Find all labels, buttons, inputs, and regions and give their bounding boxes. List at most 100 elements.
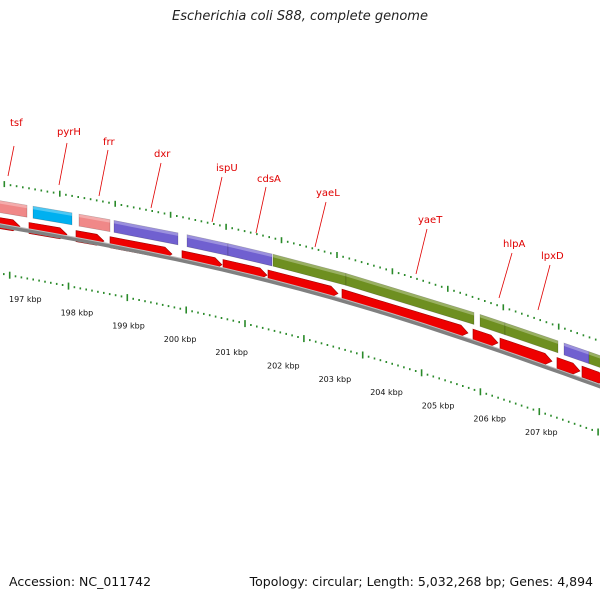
top-tick (274, 237, 277, 240)
bottom-tick (150, 301, 152, 304)
bottom-tick (85, 288, 87, 291)
bottom-tick (367, 355, 370, 358)
bottom-tick (450, 381, 452, 384)
gene-leader-line (7, 145, 15, 177)
cog-bar-hlpA (504, 322, 559, 354)
bottom-tick (285, 332, 287, 335)
bottom-tick (309, 339, 311, 342)
bottom-tick (426, 373, 429, 376)
bottom-tick (332, 345, 335, 348)
cog-bar-shine (33, 206, 72, 216)
bottom-tick (138, 299, 140, 301)
top-tick (342, 255, 344, 258)
top-tick (225, 223, 227, 230)
top-tick (9, 184, 12, 187)
bottom-tick (120, 295, 123, 298)
top-tick (391, 268, 394, 275)
scale-label: 201 kbp (215, 348, 248, 357)
cog-bar-pyrH (32, 205, 73, 226)
top-tick (95, 199, 98, 202)
bottom-tick (409, 368, 411, 371)
map-title: Escherichia coli S88, complete genome (172, 9, 428, 24)
bottom-tick (509, 400, 511, 403)
top-tick (59, 190, 61, 197)
bottom-tick (156, 302, 158, 305)
top-tick (206, 221, 209, 224)
top-tick (299, 244, 301, 246)
top-tick (311, 247, 314, 250)
bottom-tick (38, 279, 40, 282)
bottom-tick (573, 422, 576, 425)
bottom-tick (520, 404, 523, 407)
top-tick (477, 297, 480, 300)
gene-label-ispU: ispU (216, 163, 238, 174)
cog-bar-shine (0, 200, 27, 209)
bottom-tick (167, 305, 170, 308)
bottom-tick (73, 286, 76, 289)
gene-leader-line (150, 162, 162, 209)
cog-bar-shine (79, 214, 110, 223)
top-tick (132, 206, 135, 209)
bottom-tick (32, 278, 34, 281)
top-tick (323, 250, 326, 253)
scale-label: 206 kbp (473, 415, 506, 424)
bottom-tick (91, 289, 93, 292)
cog-bar-shine (228, 243, 272, 257)
top-tick (336, 252, 338, 258)
bottom-tick (114, 294, 117, 297)
bottom-tick (208, 314, 211, 317)
scale-label: 199 kbp (112, 322, 145, 331)
top-tick (15, 185, 18, 188)
bottom-tick (350, 350, 352, 353)
bottom-tick (462, 385, 464, 387)
top-tick-track (3, 181, 597, 341)
top-tick (200, 220, 203, 223)
bottom-tick (303, 335, 305, 343)
bottom-tick (562, 418, 564, 421)
bottom-tick (373, 357, 376, 360)
bottom-tick (214, 315, 217, 318)
cds-arrow (499, 337, 553, 365)
bottom-tick (544, 412, 546, 415)
top-tick (459, 291, 461, 294)
cog-bar-shine (187, 234, 228, 247)
top-tick (551, 323, 554, 326)
bottom-tick (185, 306, 187, 314)
bottom-tick (273, 329, 276, 332)
scale-label: 207 kbp (525, 428, 558, 437)
bottom-tick (8, 271, 11, 279)
bottom-tick (320, 342, 323, 345)
bottom-tick (144, 300, 146, 303)
bottom-tick (297, 336, 299, 338)
top-tick (231, 227, 233, 230)
top-tick (514, 310, 517, 313)
bottom-tick (67, 282, 70, 290)
top-tick (367, 262, 369, 265)
scale-label: 197 kbp (9, 295, 42, 304)
bottom-tick (538, 408, 541, 416)
top-tick (89, 198, 92, 201)
gene-leader-line (98, 149, 109, 197)
top-tick (496, 304, 498, 307)
scale-label: 202 kbp (267, 362, 300, 371)
bottom-tick (326, 344, 329, 346)
top-tick (249, 231, 252, 234)
cog-bar-yaeL (588, 351, 600, 368)
bottom-tick (14, 275, 17, 278)
top-tick (169, 211, 172, 218)
scale-label: 204 kbp (370, 388, 403, 397)
top-tick (28, 187, 30, 190)
bottom-tick (467, 386, 470, 389)
backbone-track (0, 223, 600, 389)
bottom-tick (491, 394, 493, 397)
top-tick (256, 233, 258, 236)
top-tick (422, 279, 424, 282)
bottom-tick (79, 287, 82, 290)
top-tick (34, 188, 36, 191)
bottom-tick (44, 280, 46, 283)
top-tick (570, 329, 572, 332)
scale-label: 203 kbp (319, 375, 352, 384)
bottom-tick (556, 416, 558, 419)
top-tick (71, 194, 73, 197)
cds-arrow (556, 357, 581, 375)
